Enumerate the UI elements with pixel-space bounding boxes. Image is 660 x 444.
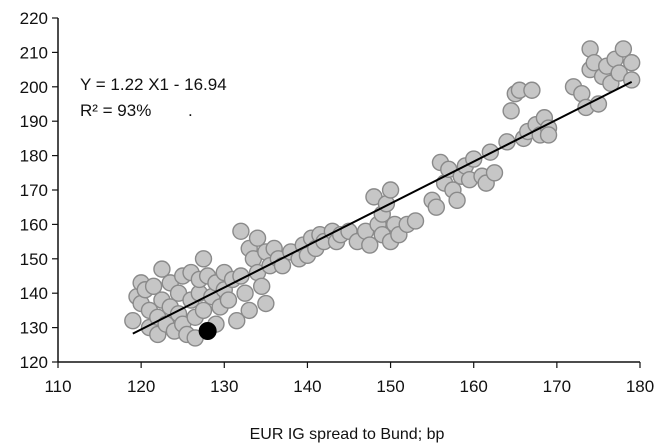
data-point	[622, 54, 641, 72]
data-points	[124, 40, 641, 347]
y-tick-label: 210	[20, 43, 48, 62]
data-point	[485, 164, 504, 182]
y-tick-label: 160	[20, 215, 48, 234]
y-tick-label: 150	[20, 250, 48, 269]
r-squared-label: R² = 93%	[80, 101, 151, 120]
regression-line	[132, 80, 633, 335]
data-point	[248, 229, 267, 247]
y-tick-label: 120	[20, 353, 48, 372]
data-point	[144, 277, 163, 296]
data-point	[257, 294, 275, 313]
data-point	[219, 291, 238, 309]
data-point	[194, 301, 213, 320]
data-point	[194, 250, 213, 268]
data-point	[361, 236, 379, 254]
x-tick-label: 180	[626, 377, 654, 396]
data-point	[539, 126, 558, 144]
highlight-point	[198, 322, 217, 341]
x-tick-label: 130	[210, 377, 238, 396]
y-tick-label: 170	[20, 181, 48, 200]
x-tick-label: 160	[460, 377, 488, 396]
data-point	[406, 212, 425, 230]
data-point	[381, 181, 400, 199]
data-point	[232, 222, 250, 240]
y-tick-label: 190	[20, 112, 48, 131]
regression-equation: Y = 1.22 X1 - 16.94	[80, 75, 227, 94]
data-point	[153, 260, 171, 278]
x-axis-label: EUR IG spread to Bund; bp	[250, 426, 445, 443]
data-point	[236, 284, 254, 302]
data-point	[253, 277, 271, 296]
data-point	[228, 312, 246, 330]
annotation-dot: .	[188, 101, 193, 120]
data-point	[427, 198, 445, 216]
data-point	[448, 191, 466, 210]
x-tick-label: 120	[127, 377, 155, 396]
data-point	[124, 312, 142, 330]
data-point	[523, 81, 541, 99]
y-tick-label: 140	[20, 284, 48, 303]
data-point	[614, 40, 633, 58]
y-ticks: 120 130 140 150 160 170 180 190 200 210 220	[20, 9, 58, 372]
x-tick-label: 150	[376, 377, 404, 396]
x-tick-label: 170	[543, 377, 571, 396]
y-tick-label: 200	[20, 78, 48, 97]
x-tick-label: 140	[293, 377, 321, 396]
x-tick-label: 110	[44, 377, 71, 396]
y-tick-label: 220	[20, 9, 48, 28]
y-tick-label: 130	[20, 319, 48, 338]
x-ticks: 110 120 130 140 150 160 170 180	[44, 362, 654, 396]
y-tick-label: 180	[20, 147, 48, 166]
data-point	[240, 301, 258, 320]
data-point	[502, 102, 520, 120]
